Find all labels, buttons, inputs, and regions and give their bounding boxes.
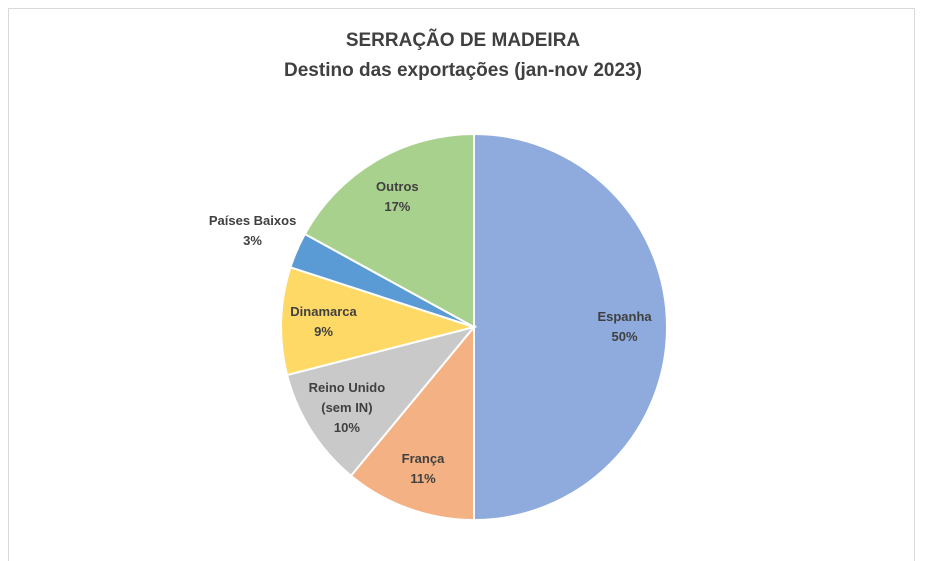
pie-slice [280, 266, 478, 377]
slice-label: França 11% [402, 449, 445, 489]
slice-value: 10% [333, 419, 360, 435]
slice-category: Dinamarca [290, 304, 357, 320]
slice-label: Espanha 50% [597, 307, 651, 347]
slice-value: 3% [243, 233, 262, 249]
slice-label: Outros 17% [376, 177, 419, 217]
pie-slice [349, 324, 475, 522]
chart-title: SERRAÇÃO DE MADEIRA [345, 30, 581, 51]
slice-category: Espanha [597, 309, 652, 324]
chart-border [8, 8, 915, 561]
pie-slice [473, 132, 668, 522]
slice-value: 9% [314, 324, 333, 340]
pie-slice [285, 325, 477, 478]
slice-category: Países Baixos [208, 213, 297, 229]
slice-category: Outros [376, 179, 419, 195]
slice-category: Reino Unido (sem IN) [308, 379, 386, 415]
slice-label: Reino Unido (sem IN) 10% [299, 378, 395, 438]
slice-value: 11% [410, 470, 436, 486]
pie-slice [303, 132, 475, 329]
slice-value: 50% [611, 329, 638, 344]
chart-subtitle: Destino das exportações (jan-nov 2023) [284, 60, 642, 81]
slice-label: Dinamarca 9% [290, 302, 356, 342]
slice-label: Países Baixos 3% [209, 211, 296, 251]
slice-value: 17% [384, 199, 411, 215]
slice-category: França [401, 450, 445, 466]
